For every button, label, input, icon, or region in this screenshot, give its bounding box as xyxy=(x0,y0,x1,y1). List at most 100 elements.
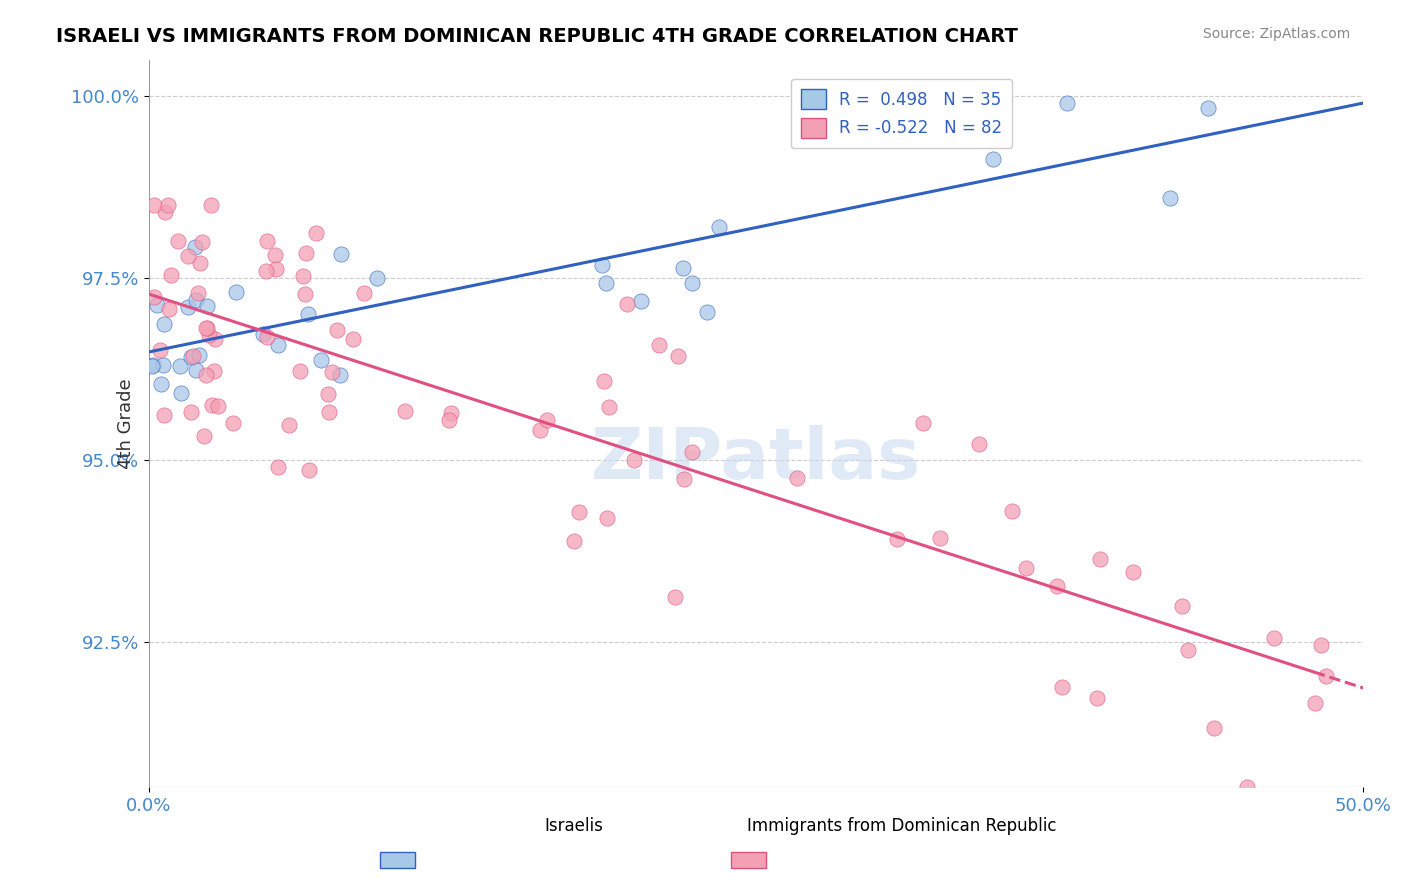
Point xyxy=(184,240,207,254)
Point xyxy=(623,453,645,467)
Point xyxy=(664,590,686,604)
Point xyxy=(169,359,191,373)
Point xyxy=(143,198,166,212)
Point xyxy=(256,234,278,248)
Point xyxy=(207,399,229,413)
Text: Immigrants from Dominican Republic: Immigrants from Dominican Republic xyxy=(747,817,1056,835)
Point xyxy=(153,409,176,423)
Point xyxy=(177,249,200,263)
Point xyxy=(297,463,319,477)
Point xyxy=(1122,565,1144,579)
Point xyxy=(145,297,167,311)
Point xyxy=(295,245,318,260)
Point xyxy=(321,366,343,380)
Point xyxy=(1263,631,1285,645)
Point xyxy=(187,285,209,300)
Point xyxy=(150,376,173,391)
Point xyxy=(177,300,200,314)
Point xyxy=(898,105,921,120)
Point xyxy=(204,332,226,346)
Point xyxy=(1046,579,1069,593)
Point xyxy=(595,276,617,290)
Point xyxy=(648,337,671,351)
Point xyxy=(318,405,340,419)
Text: Israelis: Israelis xyxy=(544,817,603,835)
Point xyxy=(929,531,952,545)
Point xyxy=(1159,191,1181,205)
Point xyxy=(194,321,217,335)
Point xyxy=(277,418,299,433)
Point xyxy=(562,534,585,549)
Point xyxy=(191,235,214,250)
Point xyxy=(1315,669,1337,683)
Point xyxy=(536,413,558,427)
Text: ZIPatlas: ZIPatlas xyxy=(591,425,921,494)
Point xyxy=(666,349,689,363)
Point xyxy=(195,299,218,313)
Point xyxy=(591,258,613,272)
Point xyxy=(198,327,221,342)
Point xyxy=(1204,721,1226,735)
Point xyxy=(202,364,225,378)
Point xyxy=(1001,504,1024,518)
Point xyxy=(225,285,247,300)
Point xyxy=(672,261,695,276)
Point xyxy=(598,401,620,415)
Point xyxy=(294,286,316,301)
Point xyxy=(180,350,202,364)
Point xyxy=(1088,551,1111,566)
Point xyxy=(342,332,364,346)
Point xyxy=(786,471,808,485)
Point xyxy=(184,293,207,307)
Point xyxy=(264,261,287,276)
Point xyxy=(309,353,332,368)
Point xyxy=(152,358,174,372)
Point xyxy=(592,374,614,388)
Point xyxy=(157,198,180,212)
Point xyxy=(180,404,202,418)
Point xyxy=(201,398,224,412)
Point xyxy=(153,204,176,219)
Point xyxy=(1056,96,1078,111)
Point xyxy=(912,417,935,431)
Point xyxy=(142,290,165,304)
Point xyxy=(673,472,696,486)
Point xyxy=(886,532,908,546)
Point xyxy=(394,404,416,418)
Point xyxy=(195,321,218,335)
Point xyxy=(159,268,181,283)
Point xyxy=(1236,780,1258,794)
Point xyxy=(1085,690,1108,705)
Point xyxy=(200,198,222,212)
Point xyxy=(222,416,245,430)
Point xyxy=(696,305,718,319)
Point xyxy=(330,247,353,261)
Point xyxy=(568,505,591,519)
Point xyxy=(353,285,375,300)
Point xyxy=(188,256,211,270)
Point xyxy=(157,302,180,317)
Point xyxy=(596,511,619,525)
Point xyxy=(266,338,288,352)
Point xyxy=(305,226,328,240)
Point xyxy=(439,406,461,420)
Point xyxy=(630,293,652,308)
Point xyxy=(529,423,551,437)
Point xyxy=(681,277,703,291)
Point xyxy=(142,358,165,372)
Point xyxy=(437,413,460,427)
Point xyxy=(181,349,204,363)
Point xyxy=(141,359,163,373)
Point xyxy=(707,219,730,234)
Point xyxy=(326,323,349,337)
Point xyxy=(1171,599,1194,614)
Point xyxy=(194,368,217,383)
Text: ISRAELI VS IMMIGRANTS FROM DOMINICAN REPUBLIC 4TH GRADE CORRELATION CHART: ISRAELI VS IMMIGRANTS FROM DOMINICAN REP… xyxy=(56,27,1018,45)
Y-axis label: 4th Grade: 4th Grade xyxy=(117,378,135,468)
Point xyxy=(252,327,274,342)
Point xyxy=(1310,638,1333,652)
Point xyxy=(256,330,278,344)
Point xyxy=(1197,101,1219,115)
Point xyxy=(1303,696,1326,710)
Point xyxy=(1177,643,1199,657)
